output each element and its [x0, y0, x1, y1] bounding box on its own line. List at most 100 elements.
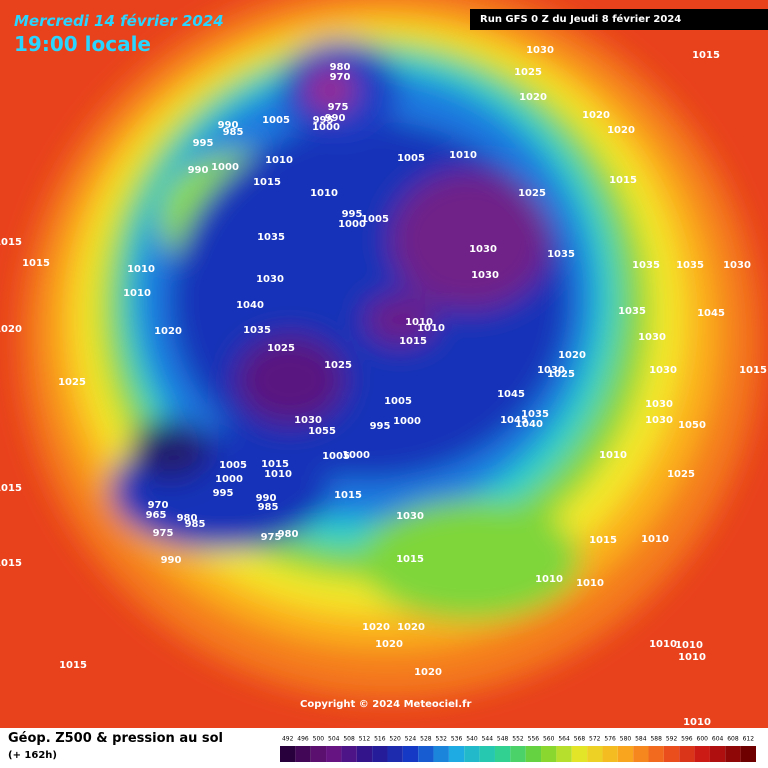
isobar-label: 1025 — [58, 377, 86, 388]
isobar-label: 970 — [148, 500, 169, 511]
legend-swatch — [418, 746, 434, 762]
legend-label: 604 — [712, 736, 724, 743]
isobar-label: 1005 — [262, 115, 290, 126]
isobar-label: 1030 — [723, 260, 751, 271]
isobar-label: 1015 — [692, 50, 720, 61]
copyright: Copyright © 2024 Meteociel.fr — [300, 699, 472, 710]
isobar-label: 1015 — [739, 365, 767, 376]
isobar-label: 1005 — [322, 451, 350, 462]
legend-label: 508 — [343, 736, 355, 743]
legend-label: 580 — [620, 736, 632, 743]
isobar-label: 1035 — [547, 249, 575, 260]
isobar-label: 990 — [325, 113, 346, 124]
isobar-label: 1035 — [243, 325, 271, 336]
legend-swatch — [387, 746, 403, 762]
isobar-label: 990 — [161, 555, 182, 566]
isobar-label: 1020 — [607, 125, 635, 136]
legend-label: 516 — [374, 736, 386, 743]
isobar-label: 1010 — [649, 639, 677, 650]
isobar-label: 1015 — [0, 558, 22, 569]
isobar-label: 1040 — [515, 419, 543, 430]
isobar-label: 1010 — [678, 652, 706, 663]
isobar-label: 1010 — [449, 150, 477, 161]
legend-swatch — [372, 746, 388, 762]
isobar-label: 1010 — [641, 534, 669, 545]
isobar-label: 1030 — [471, 270, 499, 281]
forecast-time: 19:00 locale — [14, 32, 151, 56]
legend-swatch — [648, 746, 664, 762]
isobar-label: 1035 — [632, 260, 660, 271]
isobar-label: 1030 — [649, 365, 677, 376]
legend-label: 608 — [727, 736, 739, 743]
isobar-label: 995 — [313, 115, 334, 126]
isobar-label: 1010 — [265, 155, 293, 166]
isobar-label: 1015 — [59, 660, 87, 671]
legend-label: 596 — [681, 736, 693, 743]
isobar-label: 1015 — [399, 336, 427, 347]
legend-label: 520 — [389, 736, 401, 743]
isobar-label: 985 — [258, 502, 279, 513]
isobar-label: 1020 — [519, 92, 547, 103]
isobar-label: 1020 — [154, 326, 182, 337]
legend-label: 524 — [405, 736, 417, 743]
legend-swatch — [464, 746, 480, 762]
isobar-label: 1010 — [310, 188, 338, 199]
isobar-label: 1025 — [267, 343, 295, 354]
isobar-label: 1010 — [576, 578, 604, 589]
legend-swatch — [740, 746, 756, 762]
isobar-label: 1020 — [414, 667, 442, 678]
legend-label: 544 — [482, 736, 494, 743]
isobar-label: 1000 — [338, 219, 366, 230]
isobar-label: 1025 — [667, 469, 695, 480]
isobar-label: 965 — [146, 510, 167, 521]
isobar-label: 1005 — [361, 214, 389, 225]
legend-label: 584 — [635, 736, 647, 743]
legend-label: 496 — [297, 736, 309, 743]
isobar-label: 1035 — [676, 260, 704, 271]
isobar-label: 1030 — [469, 244, 497, 255]
legend-label: 600 — [697, 736, 709, 743]
isobar-label: 990 — [256, 493, 277, 504]
isobar-label: 980 — [330, 62, 351, 73]
legend-label: 532 — [435, 736, 447, 743]
isobar-label: 1010 — [127, 264, 155, 275]
legend-label: 556 — [528, 736, 540, 743]
isobar-label: 1020 — [558, 350, 586, 361]
footer-title: Géop. Z500 & pression au sol — [8, 731, 223, 746]
isobar-label: 1025 — [514, 67, 542, 78]
isobar-label: 975 — [328, 102, 349, 113]
isobar-label: 1015 — [0, 237, 22, 248]
isobar-label: 1005 — [384, 396, 412, 407]
legend-swatch — [341, 746, 357, 762]
legend-label: 500 — [313, 736, 325, 743]
legend-label: 536 — [451, 736, 463, 743]
isobar-label: 980 — [278, 529, 299, 540]
isobar-label: 1040 — [236, 300, 264, 311]
legend-label: 588 — [650, 736, 662, 743]
isobar-label: 970 — [330, 72, 351, 83]
isobar-label: 1005 — [397, 153, 425, 164]
legend-swatch — [571, 746, 588, 762]
isobar-label: 1030 — [638, 332, 666, 343]
legend-swatch — [725, 746, 741, 762]
isobar-label: 1010 — [123, 288, 151, 299]
isobar-label: 1010 — [675, 640, 703, 651]
isobar-label: 1025 — [518, 188, 546, 199]
isobar-label: 1000 — [312, 122, 340, 133]
isobar-label: 1030 — [526, 45, 554, 56]
isobar-label: 1020 — [362, 622, 390, 633]
isobar-label: 1015 — [334, 490, 362, 501]
isobar-label: 990 — [218, 120, 239, 131]
isobar-label: 1020 — [582, 110, 610, 121]
isobar-label: 1005 — [219, 460, 247, 471]
isobar-label: 1010 — [599, 450, 627, 461]
legend-label: 540 — [466, 736, 478, 743]
legend-label: 528 — [420, 736, 432, 743]
isobar-label: 1045 — [697, 308, 725, 319]
legend-label: 560 — [543, 736, 555, 743]
legend-label: 492 — [282, 736, 294, 743]
legend-label: 592 — [666, 736, 678, 743]
isobar-label: 1025 — [547, 369, 575, 380]
isobar-label: 995 — [193, 138, 214, 149]
